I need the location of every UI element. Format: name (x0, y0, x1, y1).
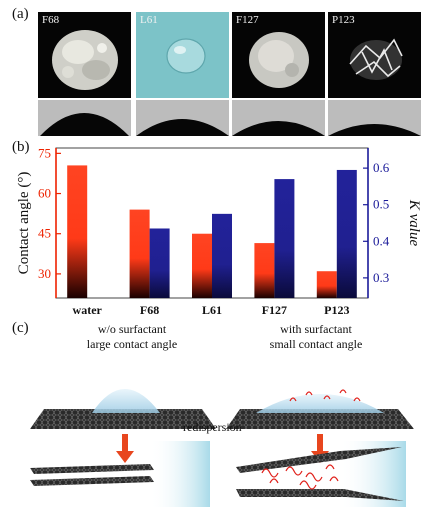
caption-right-line-1: with surfactant (280, 322, 352, 336)
caption-left-line-1: w/o surfactant (97, 322, 167, 336)
graphene-sheet-left (30, 409, 216, 429)
drop-profile-p123 (328, 100, 421, 136)
contact-angle-chart: water F68 L61 F127 P123 30 45 60 75 0.3 0.4 0.5 0.6 C… (16, 145, 422, 317)
photo-tile-l61: L61 (136, 12, 229, 98)
right-tick-label: 0.5 (373, 197, 389, 212)
tile-label-l61: L61 (140, 14, 158, 26)
graphene-sheet-right (226, 409, 414, 429)
caption-right-line-2: small contact angle (269, 337, 363, 351)
left-tick-label: 75 (38, 145, 51, 160)
x-tick-label: F68 (140, 303, 159, 317)
caption-with-surfactant: with surfactant small contact angle (236, 322, 396, 352)
redispersion-label: redispersion (183, 420, 242, 434)
right-tick-label: 0.6 (373, 160, 390, 175)
bar-k-value-p123 (336, 169, 357, 298)
tile-label-p123: P123 (332, 14, 355, 26)
droplet-photo-l61 (166, 38, 206, 74)
left-tick-label: 30 (38, 266, 51, 281)
x-tick-label: F127 (262, 303, 287, 317)
flake-photo-p123 (349, 38, 403, 80)
y2-axis-label: K value (406, 199, 422, 247)
panel-label-a: (a) (12, 6, 29, 22)
surfactant-molecules-bottom (261, 464, 339, 490)
droplet-small-angle (256, 394, 384, 413)
restacked-layers (30, 441, 210, 507)
panel-label-b: (b) (12, 139, 30, 155)
drop-profile-l61 (136, 100, 229, 136)
separated-layers (236, 441, 406, 507)
left-tick-label: 60 (38, 186, 51, 201)
bar-contact-angle-water (67, 165, 88, 298)
bar-contact-angle-p123 (316, 271, 337, 298)
x-tick-label: water (73, 303, 103, 317)
powder-photo-f68 (52, 30, 118, 90)
bar-contact-angle-l61 (192, 233, 212, 298)
tile-label-f68: F68 (42, 14, 60, 26)
arrow-down-left (116, 434, 134, 463)
bar-k-value-f68 (149, 228, 170, 298)
powder-photo-f127 (249, 32, 309, 88)
drop-profile-f127 (232, 100, 325, 136)
left-tick-label: 45 (38, 226, 51, 241)
tile-label-f127: F127 (236, 14, 259, 26)
bar-contact-angle-f68 (129, 209, 150, 298)
photo-tile-f127: F127 (232, 12, 325, 98)
bar-contact-angle-f127 (254, 243, 275, 298)
right-tick-label: 0.3 (373, 270, 389, 285)
redispersion-illustration (30, 389, 414, 507)
droplet-large-angle (92, 389, 160, 413)
x-tick-label: L61 (202, 303, 222, 317)
photo-tile-f68: F68 (38, 12, 131, 98)
surfactant-molecules-top (289, 389, 361, 402)
caption-left-line-2: large contact angle (86, 337, 178, 351)
bar-k-value-f127 (274, 179, 295, 298)
photo-tile-p123: P123 (328, 12, 421, 98)
bar-k-value-l61 (212, 213, 232, 298)
right-tick-label: 0.4 (373, 233, 390, 248)
y-axis-label: Contact angle (°) (16, 172, 32, 275)
caption-without-surfactant: w/o surfactant large contact angle (62, 322, 202, 352)
x-tick-label: P123 (324, 303, 349, 317)
panel-label-c: (c) (12, 320, 29, 336)
drop-profile-f68 (38, 100, 131, 136)
